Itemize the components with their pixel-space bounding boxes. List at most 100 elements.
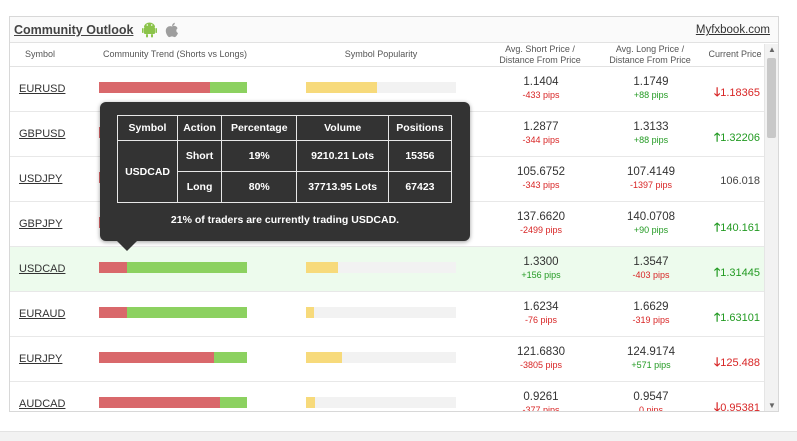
community-trend-bar[interactable] bbox=[99, 307, 247, 318]
vertical-scrollbar[interactable]: ▲ ▼ bbox=[764, 44, 778, 411]
tooltip-header-symbol: Symbol bbox=[116, 115, 179, 141]
short-distance: -343 pips bbox=[522, 180, 560, 190]
col-avg-short: Avg. Short Price / Distance From Price bbox=[480, 44, 600, 66]
current-price: 🡓125.488 bbox=[690, 353, 760, 374]
table-row[interactable]: USDCAD 1.3300 +156 pips 1.3547 -403 pips 🡑1.3… bbox=[10, 247, 778, 292]
col-avg-short-line2: Distance From Price bbox=[499, 55, 581, 65]
current-price: 🡑140.161 bbox=[690, 218, 760, 239]
tooltip-symbol: USDCAD bbox=[116, 140, 179, 203]
symbol-link[interactable]: EURUSD bbox=[19, 83, 66, 95]
avg-long-cell: 1.3133 +88 pips bbox=[596, 120, 706, 146]
tooltip-header-positions: Positions bbox=[387, 115, 453, 141]
avg-long-price: 140.0708 bbox=[627, 211, 675, 223]
scroll-up-arrow-icon[interactable]: ▲ bbox=[768, 45, 776, 54]
tooltip-long-action: Long bbox=[177, 171, 223, 203]
avg-long-cell: 1.6629 -319 pips bbox=[596, 300, 706, 326]
arrow-up-icon: 🡑 bbox=[713, 265, 721, 279]
long-bar bbox=[127, 262, 247, 273]
popularity-bar bbox=[306, 397, 456, 408]
popularity-bar bbox=[306, 307, 456, 318]
tooltip-header-action: Action bbox=[177, 115, 223, 141]
short-bar bbox=[99, 262, 128, 273]
col-avg-short-line1: Avg. Short Price / bbox=[505, 44, 575, 54]
current-price: 🡓1.18365 bbox=[690, 83, 760, 104]
avg-short-price: 1.6234 bbox=[523, 301, 559, 313]
col-avg-long: Avg. Long Price / Distance From Price bbox=[590, 44, 710, 66]
community-trend-bar[interactable] bbox=[99, 82, 247, 93]
android-icon[interactable] bbox=[142, 22, 157, 38]
long-distance: +90 pips bbox=[633, 225, 669, 235]
popularity-fill bbox=[306, 397, 315, 408]
short-distance: -2499 pips bbox=[519, 225, 563, 235]
avg-long-price: 0.9547 bbox=[633, 391, 669, 403]
short-bar bbox=[99, 307, 128, 318]
community-trend-bar[interactable] bbox=[99, 352, 247, 363]
tooltip-short-positions: 15356 bbox=[387, 140, 453, 172]
avg-short-cell: 121.6830 -3805 pips bbox=[486, 345, 596, 371]
avg-short-price: 137.6620 bbox=[517, 211, 565, 223]
symbol-link[interactable]: GBPJPY bbox=[19, 218, 63, 230]
short-distance: -3805 pips bbox=[519, 360, 563, 370]
long-distance: -403 pips bbox=[632, 270, 670, 280]
avg-short-cell: 1.1404 -433 pips bbox=[486, 75, 596, 101]
avg-short-price: 105.6752 bbox=[517, 166, 565, 178]
arrow-up-icon: 🡑 bbox=[713, 220, 721, 234]
tooltip-header-volume: Volume bbox=[296, 115, 389, 141]
short-bar bbox=[99, 82, 210, 93]
avg-short-cell: 1.3300 +156 pips bbox=[486, 255, 596, 281]
tooltip-short-action: Short bbox=[177, 140, 223, 172]
current-price-value: 106.018 bbox=[720, 175, 760, 187]
avg-short-cell: 105.6752 -343 pips bbox=[486, 165, 596, 191]
symbol-link[interactable]: GBPUSD bbox=[19, 128, 66, 140]
current-price-value: 1.31445 bbox=[720, 267, 760, 279]
col-trend: Community Trend (Shorts vs Longs) bbox=[102, 49, 248, 59]
tooltip-long-positions: 67423 bbox=[387, 171, 453, 203]
long-bar bbox=[220, 397, 247, 408]
avg-long-cell: 0.9547 0 pips bbox=[596, 390, 706, 411]
tooltip-note: 21% of traders are currently trading USD… bbox=[170, 214, 400, 226]
arrow-up-icon: 🡑 bbox=[713, 130, 721, 144]
avg-short-price: 0.9261 bbox=[523, 391, 559, 403]
symbol-link[interactable]: USDJPY bbox=[19, 173, 63, 185]
current-price: 106.018 bbox=[690, 173, 760, 187]
long-distance: -1397 pips bbox=[629, 180, 673, 190]
popularity-fill bbox=[306, 307, 314, 318]
current-price-value: 125.488 bbox=[720, 357, 760, 369]
current-price: 🡑1.31445 bbox=[690, 263, 760, 284]
current-price-value: 1.18365 bbox=[720, 87, 760, 99]
widget-title[interactable]: Community Outlook bbox=[14, 23, 134, 37]
avg-long-price: 1.3547 bbox=[633, 256, 669, 268]
table-row[interactable]: EURAUD 1.6234 -76 pips 1.6629 -319 pips 🡑1.63… bbox=[10, 292, 778, 337]
tooltip-short-volume: 9210.21 Lots bbox=[296, 140, 389, 172]
symbol-link[interactable]: EURJPY bbox=[19, 353, 63, 365]
table-row[interactable]: AUDCAD 0.9261 -377 pips 0.9547 0 pips 🡓0.9538… bbox=[10, 382, 778, 412]
scroll-down-arrow-icon[interactable]: ▼ bbox=[768, 401, 776, 410]
avg-long-cell: 124.9174 +571 pips bbox=[596, 345, 706, 371]
col-avg-long-line1: Avg. Long Price / bbox=[615, 44, 685, 54]
avg-short-cell: 137.6620 -2499 pips bbox=[486, 210, 596, 236]
widget-header: Community Outlook Myfxbook.com bbox=[10, 17, 778, 43]
community-trend-bar[interactable] bbox=[99, 397, 247, 408]
scroll-thumb[interactable] bbox=[767, 58, 776, 138]
apple-icon[interactable] bbox=[165, 22, 179, 38]
symbol-link[interactable]: USDCAD bbox=[19, 263, 66, 275]
symbol-link[interactable]: AUDCAD bbox=[19, 398, 66, 410]
arrow-down-icon: 🡓 bbox=[713, 355, 721, 369]
myfxbook-link[interactable]: Myfxbook.com bbox=[695, 24, 770, 36]
tooltip-short-percentage: 19% bbox=[221, 140, 298, 172]
arrow-down-icon: 🡓 bbox=[713, 400, 721, 412]
current-price-value: 140.161 bbox=[720, 222, 760, 234]
long-bar bbox=[210, 82, 247, 93]
symbol-link[interactable]: EURAUD bbox=[19, 308, 66, 320]
avg-long-price: 1.6629 bbox=[633, 301, 669, 313]
current-price: 🡑1.32206 bbox=[690, 128, 760, 149]
short-distance: -433 pips bbox=[522, 90, 560, 100]
avg-short-price: 1.1404 bbox=[523, 76, 559, 88]
avg-long-cell: 140.0708 +90 pips bbox=[596, 210, 706, 236]
community-trend-bar[interactable] bbox=[99, 262, 247, 273]
table-row[interactable]: EURJPY 121.6830 -3805 pips 124.9174 +571 pip… bbox=[10, 337, 778, 382]
usdcad-tooltip: Symbol Action Percentage Volume Position… bbox=[100, 102, 470, 251]
popularity-fill bbox=[306, 82, 377, 93]
arrow-down-icon: 🡓 bbox=[713, 85, 721, 99]
avg-long-cell: 107.4149 -1397 pips bbox=[596, 165, 706, 191]
